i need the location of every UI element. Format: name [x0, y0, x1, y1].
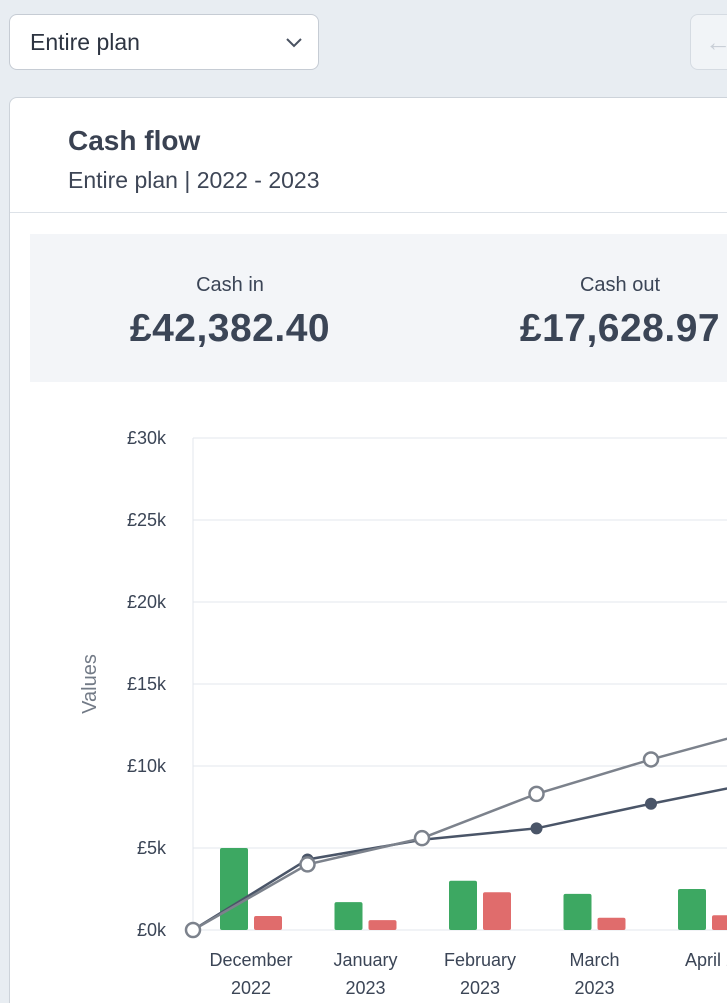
cash-summary: Cash in £42,382.40 Cash out £17,628.97 [30, 234, 727, 382]
cash-in-value: £42,382.40 [129, 307, 331, 350]
cash-in-bar [678, 889, 706, 930]
x-tick-label: March [569, 950, 619, 970]
x-tick-label-year: 2022 [231, 978, 271, 998]
balance-line [192, 787, 727, 932]
cash-flow-card: Cash flow Entire plan | 2022 - 2023 Cash… [9, 97, 727, 1003]
y-tick-label: £30k [127, 428, 167, 448]
balance-point [530, 822, 543, 835]
cash-out-bar [483, 892, 511, 930]
back-button[interactable]: ← [690, 14, 727, 70]
x-tick-label: December [209, 950, 292, 970]
period-select-value: Entire plan [30, 28, 140, 55]
x-tick-label-year: 2023 [345, 978, 385, 998]
cash-in-label: Cash in [196, 274, 264, 296]
cumulative-point [528, 785, 545, 803]
balance-point [645, 797, 657, 810]
cumulative-point [642, 751, 660, 768]
cash-out-value: £17,628.97 [519, 307, 721, 350]
cash-out-label: Cash out [579, 274, 661, 296]
card-title: Cash flow [68, 125, 201, 156]
x-tick-label: February [444, 950, 516, 970]
y-tick-label: £15k [127, 674, 167, 694]
y-tick-label: £5k [137, 838, 167, 858]
y-tick-label: £10k [127, 756, 167, 776]
arrow-left-icon: ← [705, 27, 727, 57]
x-tick-label-year: 2023 [460, 978, 500, 998]
y-axis-label: Values [79, 654, 101, 714]
y-tick-label: £20k [127, 592, 167, 612]
cash-in-bar [220, 848, 248, 930]
y-tick-label: £25k [127, 510, 167, 530]
cash-in-bar [449, 880, 477, 930]
card-subtitle: Entire plan | 2022 - 2023 [68, 167, 320, 193]
cash-out-stat: Cash out £17,628.97 [500, 234, 727, 351]
cash-in-bar [334, 902, 363, 930]
cumulative-line [192, 737, 727, 932]
x-tick-label-year: 2023 [574, 978, 614, 998]
x-tick-label: April 2023 [685, 950, 727, 970]
cash-out-bar [254, 916, 282, 930]
card-header: Cash flow Entire plan | 2022 - 2023 [10, 98, 727, 213]
x-tick-label: January [333, 950, 397, 970]
cash-out-bar [368, 920, 397, 930]
cumulative-point [299, 856, 316, 873]
chevron-down-icon [286, 38, 302, 48]
cash-in-bar [563, 893, 592, 930]
cumulative-point [413, 829, 431, 847]
period-select[interactable]: Entire plan [9, 14, 319, 70]
cash-out-bar [597, 917, 626, 930]
cash-out-bar [712, 915, 727, 930]
cumulative-point [184, 921, 202, 939]
cash-in-stat: Cash in £42,382.40 [110, 234, 350, 351]
y-tick-label: £0k [137, 920, 167, 940]
